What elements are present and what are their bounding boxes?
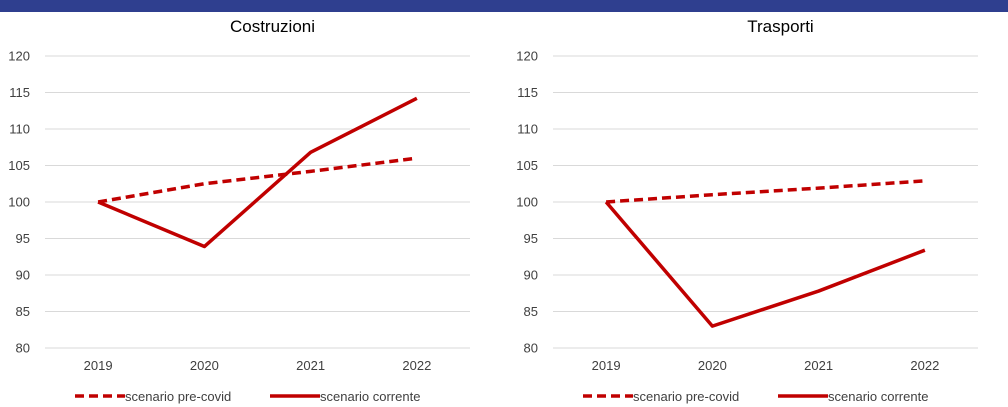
y-tick-label: 105 (8, 158, 30, 173)
x-tick-label: 2020 (698, 358, 727, 373)
chart-costruzioni: Costruzioni 80 85 90 95 100 105 110 115 120 2019 20… (0, 8, 500, 407)
x-tick-label: 2019 (592, 358, 621, 373)
gridlines (553, 55, 978, 349)
x-tick-label: 2020 (190, 358, 219, 373)
y-tick-label: 95 (524, 231, 538, 246)
y-tick-label: 100 (516, 195, 538, 210)
y-tick-label: 115 (9, 85, 30, 100)
y-tick-label: 110 (517, 122, 538, 137)
y-tick-label: 80 (524, 341, 538, 356)
series-line-scenario-corrente (604, 200, 926, 328)
y-tick-label: 90 (16, 268, 30, 283)
header-band (0, 0, 1008, 12)
y-tick-label: 80 (16, 341, 30, 356)
legend-label-scenario-corrente: scenario corrente (320, 389, 420, 404)
y-tick-label: 90 (524, 268, 538, 283)
legend-label-scenario-corrente: scenario corrente (828, 389, 928, 404)
x-tick-label: 2022 (402, 358, 431, 373)
y-tick-label: 120 (516, 49, 538, 64)
series-line-scenario-pre-covid (97, 156, 418, 204)
y-tick-label: 95 (16, 231, 30, 246)
chart-title: Trasporti (747, 17, 813, 36)
y-tick-label: 110 (9, 122, 30, 137)
legend-label-scenario-pre-covid: scenario pre-covid (633, 389, 739, 404)
chart-title: Costruzioni (230, 17, 315, 36)
x-tick-label: 2019 (84, 358, 113, 373)
x-tick-label: 2021 (296, 358, 325, 373)
y-tick-label: 85 (16, 304, 30, 319)
x-tick-label: 2021 (804, 358, 833, 373)
x-tick-label: 2022 (910, 358, 939, 373)
series-line-scenario-corrente (97, 96, 418, 249)
y-tick-label: 120 (8, 49, 30, 64)
legend-label-scenario-pre-covid: scenario pre-covid (125, 389, 231, 404)
chart-svg: Costruzioni 80 85 90 95 100 105 110 115 120 2019 20… (8, 17, 470, 404)
gridlines (45, 55, 470, 349)
chart-svg: Trasporti 80 85 90 95 100 105 110 115 120 2019 2020… (516, 17, 978, 404)
y-tick-label: 100 (8, 195, 30, 210)
y-tick-label: 85 (524, 304, 538, 319)
y-tick-label: 115 (517, 85, 538, 100)
chart-trasporti: Trasporti 80 85 90 95 100 105 110 115 120 2019 2020… (508, 8, 1008, 407)
series-line-scenario-pre-covid (606, 179, 925, 204)
y-tick-label: 105 (516, 158, 538, 173)
